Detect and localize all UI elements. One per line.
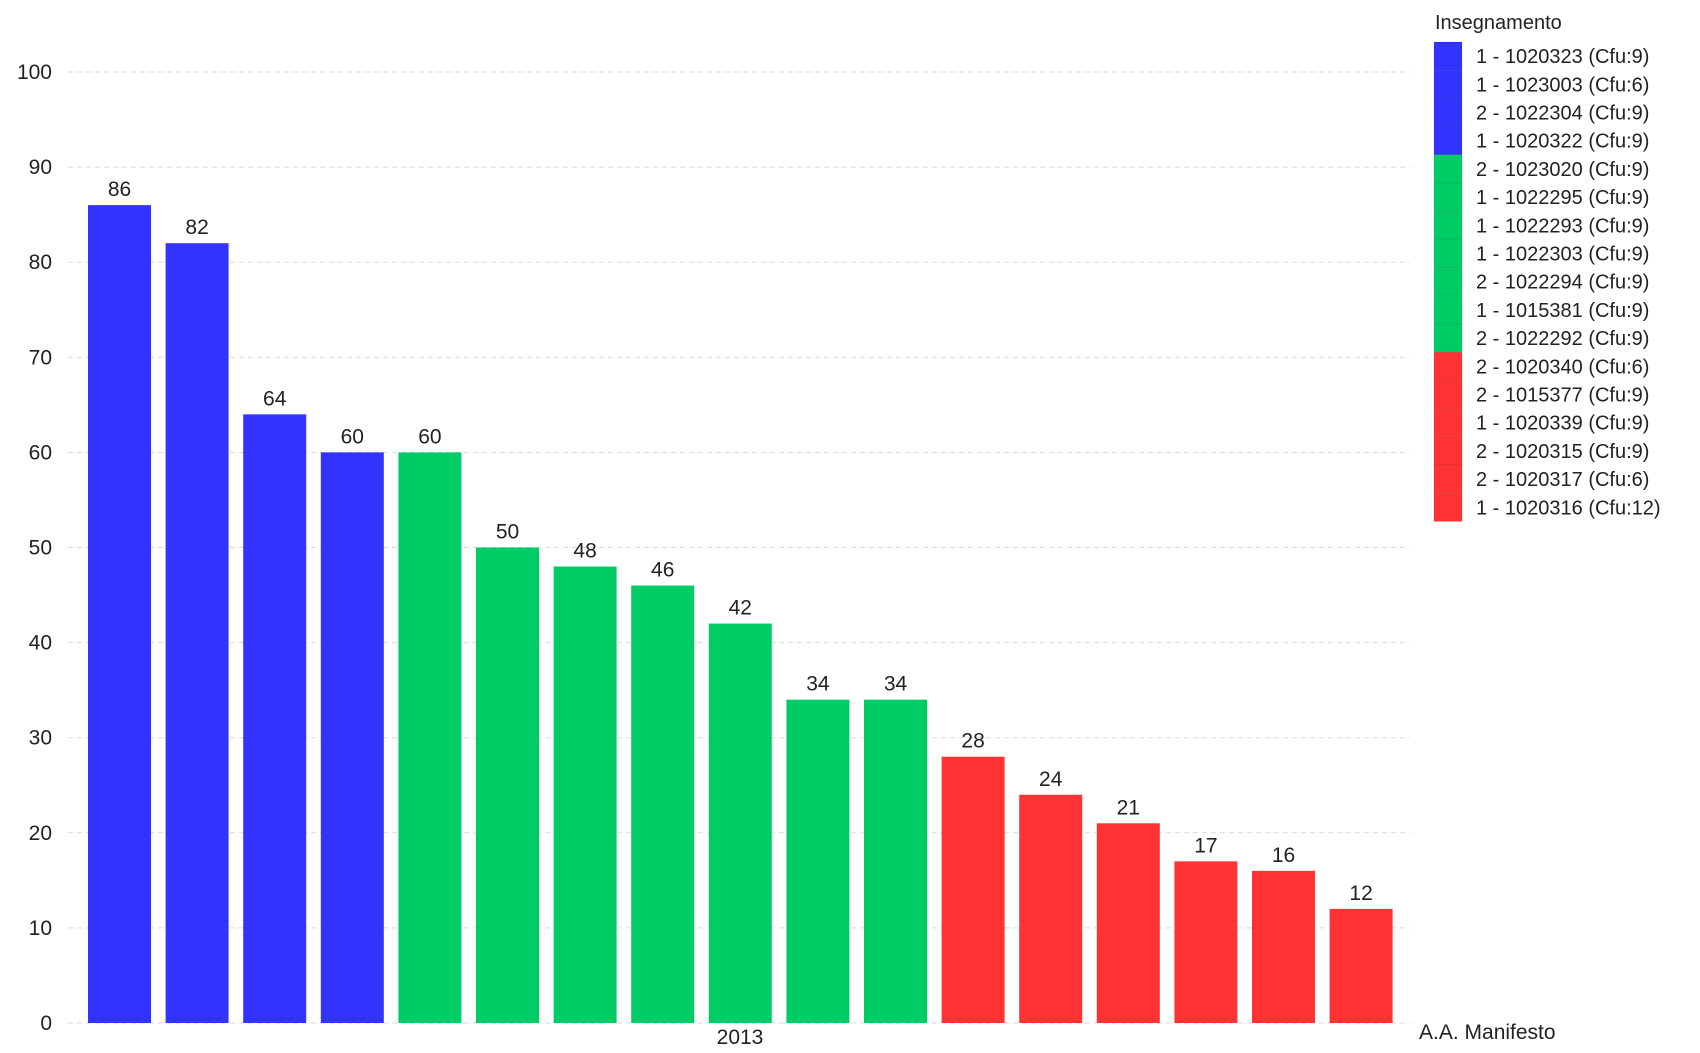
legend-swatch bbox=[1433, 182, 1463, 212]
legend-label: 1 - 1023003 (Cfu:6) bbox=[1476, 74, 1649, 96]
legend-title: Insegnamento bbox=[1435, 12, 1562, 34]
legend-label: 2 - 1020340 (Cfu:6) bbox=[1476, 356, 1649, 378]
legend-swatch bbox=[1433, 267, 1463, 297]
bar-value-label: 48 bbox=[573, 540, 596, 563]
bar-value-label: 64 bbox=[263, 387, 287, 410]
x-category-label: 2013 bbox=[717, 1026, 764, 1049]
legend-swatch bbox=[1433, 210, 1463, 240]
bar-value-label: 60 bbox=[418, 425, 441, 448]
bar bbox=[1096, 823, 1160, 1023]
bar-value-label: 34 bbox=[806, 673, 830, 696]
legend-swatch bbox=[1433, 492, 1463, 522]
legend-swatch bbox=[1433, 239, 1463, 268]
bars bbox=[88, 205, 1393, 1023]
bar bbox=[476, 547, 539, 1023]
legend-label: 1 - 1020323 (Cfu:9) bbox=[1476, 46, 1649, 68]
bar-value-label: 24 bbox=[1039, 768, 1063, 791]
y-tick-label: 10 bbox=[29, 917, 52, 940]
legend-items: 1 - 1020323 (Cfu:9) 1 - 1023003 (Cfu:6) 2 … bbox=[1433, 41, 1661, 522]
bar-value-label: 21 bbox=[1117, 796, 1140, 819]
bar bbox=[165, 243, 229, 1023]
legend-label: 2 - 1015377 (Cfu:9) bbox=[1476, 385, 1649, 407]
legend-label: 1 - 1022303 (Cfu:9) bbox=[1476, 244, 1649, 266]
bar bbox=[88, 205, 151, 1023]
y-axis-ticks: 0 10 20 30 40 50 60 70 80 90 100 bbox=[17, 61, 52, 1035]
legend-swatch bbox=[1433, 126, 1463, 156]
bar bbox=[1174, 861, 1238, 1023]
legend-swatch bbox=[1433, 69, 1463, 99]
legend-swatch bbox=[1433, 380, 1463, 409]
bar-value-label: 46 bbox=[651, 559, 674, 582]
legend-label: 2 - 1023020 (Cfu:9) bbox=[1476, 159, 1649, 181]
y-tick-label: 50 bbox=[29, 537, 52, 560]
bar bbox=[941, 756, 1005, 1023]
legend-swatch bbox=[1433, 295, 1463, 325]
bar bbox=[320, 452, 384, 1023]
legend-label: 2 - 1022292 (Cfu:9) bbox=[1476, 328, 1649, 350]
legend-swatch bbox=[1433, 464, 1463, 494]
bar bbox=[708, 623, 772, 1023]
bar-value-label: 12 bbox=[1349, 882, 1372, 905]
y-tick-label: 80 bbox=[29, 251, 52, 274]
bar bbox=[553, 566, 617, 1023]
legend-swatch bbox=[1433, 154, 1463, 184]
legend-swatch bbox=[1433, 408, 1463, 438]
bar bbox=[1329, 908, 1393, 1023]
bar bbox=[864, 699, 927, 1023]
legend-label: 2 - 1022294 (Cfu:9) bbox=[1476, 272, 1649, 294]
legend-swatch bbox=[1433, 351, 1463, 381]
legend-label: 2 - 1020317 (Cfu:6) bbox=[1476, 469, 1649, 491]
y-tick-label: 70 bbox=[29, 346, 52, 369]
bar-value-label: 16 bbox=[1272, 844, 1295, 867]
legend-swatch bbox=[1433, 436, 1463, 466]
data-labels: 86 82 64 60 60 50 48 46 42 34 34 28 24 21 17 16 12 bbox=[108, 178, 1373, 905]
legend-label: 2 - 1022304 (Cfu:9) bbox=[1476, 103, 1649, 125]
y-tick-label: 30 bbox=[29, 727, 52, 750]
x-axis-title: A.A. Manifesto bbox=[1419, 1021, 1556, 1044]
y-tick-label: 100 bbox=[17, 61, 52, 84]
legend-label: 1 - 1022293 (Cfu:9) bbox=[1476, 215, 1649, 237]
y-tick-label: 20 bbox=[29, 822, 52, 845]
legend-swatch bbox=[1433, 323, 1463, 353]
bar bbox=[631, 585, 695, 1023]
bar-value-label: 82 bbox=[185, 216, 208, 239]
bar-value-label: 86 bbox=[108, 178, 131, 201]
bar-value-label: 34 bbox=[884, 673, 908, 696]
legend: Insegnamento 1 - 1020323 (Cfu:9) 1 - 1023… bbox=[1433, 12, 1661, 522]
legend-label: 1 - 1020322 (Cfu:9) bbox=[1476, 131, 1649, 153]
y-tick-label: 90 bbox=[29, 156, 52, 179]
legend-label: 1 - 1020339 (Cfu:9) bbox=[1476, 413, 1649, 435]
bar bbox=[1019, 794, 1083, 1023]
legend-label: 1 - 1015381 (Cfu:9) bbox=[1476, 300, 1649, 322]
legend-swatch bbox=[1433, 41, 1463, 71]
y-tick-label: 40 bbox=[29, 632, 52, 655]
legend-label: 1 - 1020316 (Cfu:12) bbox=[1476, 497, 1661, 519]
bar-value-label: 17 bbox=[1194, 834, 1217, 857]
bar bbox=[243, 414, 307, 1023]
bar bbox=[786, 699, 850, 1023]
legend-label: 2 - 1020315 (Cfu:9) bbox=[1476, 441, 1649, 463]
y-tick-label: 0 bbox=[40, 1012, 52, 1035]
legend-swatch bbox=[1433, 98, 1463, 127]
bar-value-label: 28 bbox=[961, 730, 984, 753]
bar-value-label: 42 bbox=[729, 597, 752, 620]
bar-value-label: 50 bbox=[496, 521, 519, 544]
legend-label: 1 - 1022295 (Cfu:9) bbox=[1476, 187, 1649, 209]
bar bbox=[1252, 870, 1315, 1023]
bar-value-label: 60 bbox=[341, 425, 364, 448]
y-tick-label: 60 bbox=[29, 441, 52, 464]
bar bbox=[398, 452, 462, 1023]
